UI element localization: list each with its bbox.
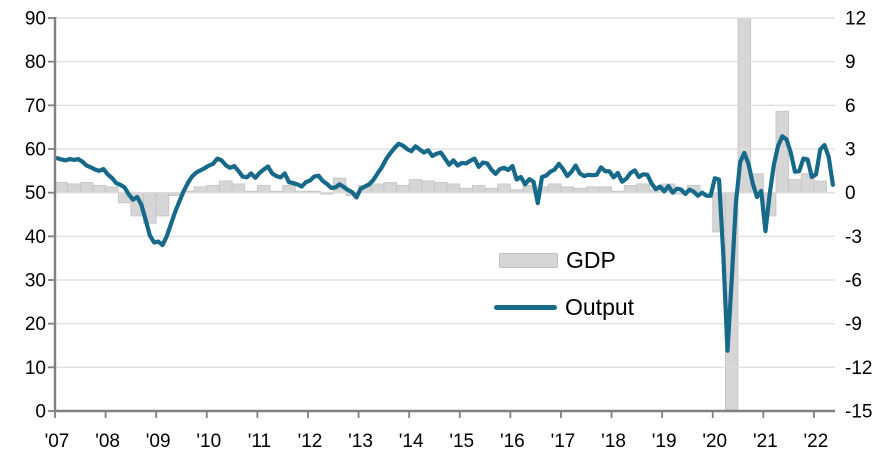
x-axis-label: '08 [95,431,120,452]
gdp-bar [434,182,448,194]
y-axis-right-label: -9 [845,314,862,335]
y-axis-right-label: -12 [845,358,872,379]
y-axis-left-label: 60 [25,140,46,161]
x-axis-label: '07 [45,431,70,452]
x-axis-label: '17 [551,431,576,452]
gdp-bar [55,182,69,194]
gdp-bar [206,184,220,194]
gdp-bar [396,184,410,194]
gdp-bar [105,186,119,194]
x-axis-label: '18 [601,431,626,452]
output-line [55,134,835,353]
x-axis-label: '20 [702,431,727,452]
gdp-bar [421,180,435,194]
y-axis-right-label: -3 [845,227,862,248]
y-axis-left-label: 90 [25,9,46,30]
gdp-bar [560,186,574,194]
gdp-bar [79,182,94,194]
gdp-bar [282,184,296,194]
x-axis-label: '19 [652,431,677,452]
gdp-bar [459,187,473,194]
gdp-bar [92,184,106,194]
output-legend-label: Output [565,294,635,320]
x-axis-label: '14 [399,431,424,452]
gdp-bar [219,180,233,194]
gdp-bar [636,183,650,194]
legend-item-gdp: GDP [499,249,616,272]
y-axis-right-label: 12 [845,9,866,30]
gdp-bar [497,183,511,194]
gdp-bar [67,183,81,194]
gdp-bar [598,186,612,194]
gdp-bar [472,184,486,194]
y-axis-right-label: 9 [845,52,856,73]
gdp-bar [408,179,423,194]
y-axis-left-label: 10 [25,358,46,379]
x-axis-label: '11 [248,431,271,452]
y-axis-left-label: 50 [25,183,46,204]
gdp-bar [155,192,170,217]
x-axis-label: '21 [753,431,778,452]
y-axis-left-label: 30 [25,271,46,292]
y-axis-left-label: 40 [25,227,46,248]
gdp-bar [370,183,385,194]
gdp-bar [788,179,802,194]
y-axis-right-label: 3 [845,140,856,161]
x-axis-label: '10 [196,431,221,452]
x-axis-label: '13 [348,431,373,452]
x-axis-label: '22 [804,431,829,452]
gdp-bar [383,182,397,194]
x-axis-label: '12 [298,431,323,452]
gdp-bar [623,184,638,194]
x-axis-label: '16 [500,431,525,452]
gdp-bar [547,183,562,194]
gdp-bar [585,186,600,194]
x-axis-label: '09 [146,431,171,452]
y-axis-left-label: 0 [35,402,46,423]
y-axis-right-label: 6 [845,96,856,117]
y-axis-right-label: -6 [845,271,862,292]
gdp-bar [573,187,587,194]
y-axis-right-label: -15 [845,402,872,423]
y-axis-right-label: 0 [845,183,856,204]
y-axis-left-label: 80 [25,52,46,73]
gdp-bar [484,187,499,194]
legend-item-output: Output [494,296,634,319]
gdp-legend-swatch-icon [499,253,558,268]
gdp-legend-label: GDP [566,247,616,273]
x-axis-label: '15 [449,431,474,452]
gdp-bar [446,183,461,194]
y-axis-left-label: 70 [25,96,46,117]
gdp-bar [256,184,271,194]
gdp-bar [193,186,208,194]
y-axis-left-label: 20 [25,314,46,335]
output-legend-swatch-icon [494,305,557,310]
gdp-bar [231,183,246,194]
gdp-bar [813,180,827,194]
